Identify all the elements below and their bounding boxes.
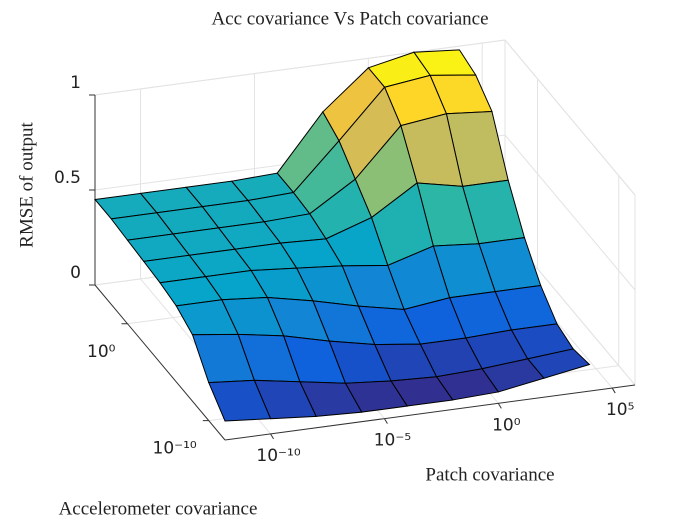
x-tick <box>611 387 616 394</box>
x-tick <box>270 433 274 440</box>
x-tick <box>497 403 502 409</box>
z-tick-label: 1 <box>70 73 81 93</box>
grid-line <box>504 134 636 291</box>
y-axis-label: Accelerometer covariance <box>59 498 258 519</box>
chart-title: Acc covariance Vs Patch covariance <box>211 8 488 29</box>
x-tick-label: 10⁻¹⁰ <box>256 446 300 466</box>
grid-line <box>504 39 636 196</box>
y-tick-label: 10⁻¹⁰ <box>153 439 197 459</box>
x-tick-label: 10⁻⁵ <box>374 431 411 451</box>
x-axis <box>224 384 636 441</box>
z-tick-label: 0 <box>70 263 81 283</box>
x-tick-label: 10⁰ <box>492 415 521 435</box>
x-axis-label: Patch covariance <box>425 464 554 485</box>
z-tick-label: 0.5 <box>54 168 81 188</box>
x-tick <box>384 418 388 424</box>
z-axis-label: RMSE of output <box>16 121 37 247</box>
grid-line <box>94 39 506 96</box>
surface-patch <box>208 379 272 422</box>
y-tick-label: 10⁰ <box>87 342 116 362</box>
y-axis <box>94 284 226 441</box>
x-tick-label: 10⁵ <box>606 400 634 420</box>
